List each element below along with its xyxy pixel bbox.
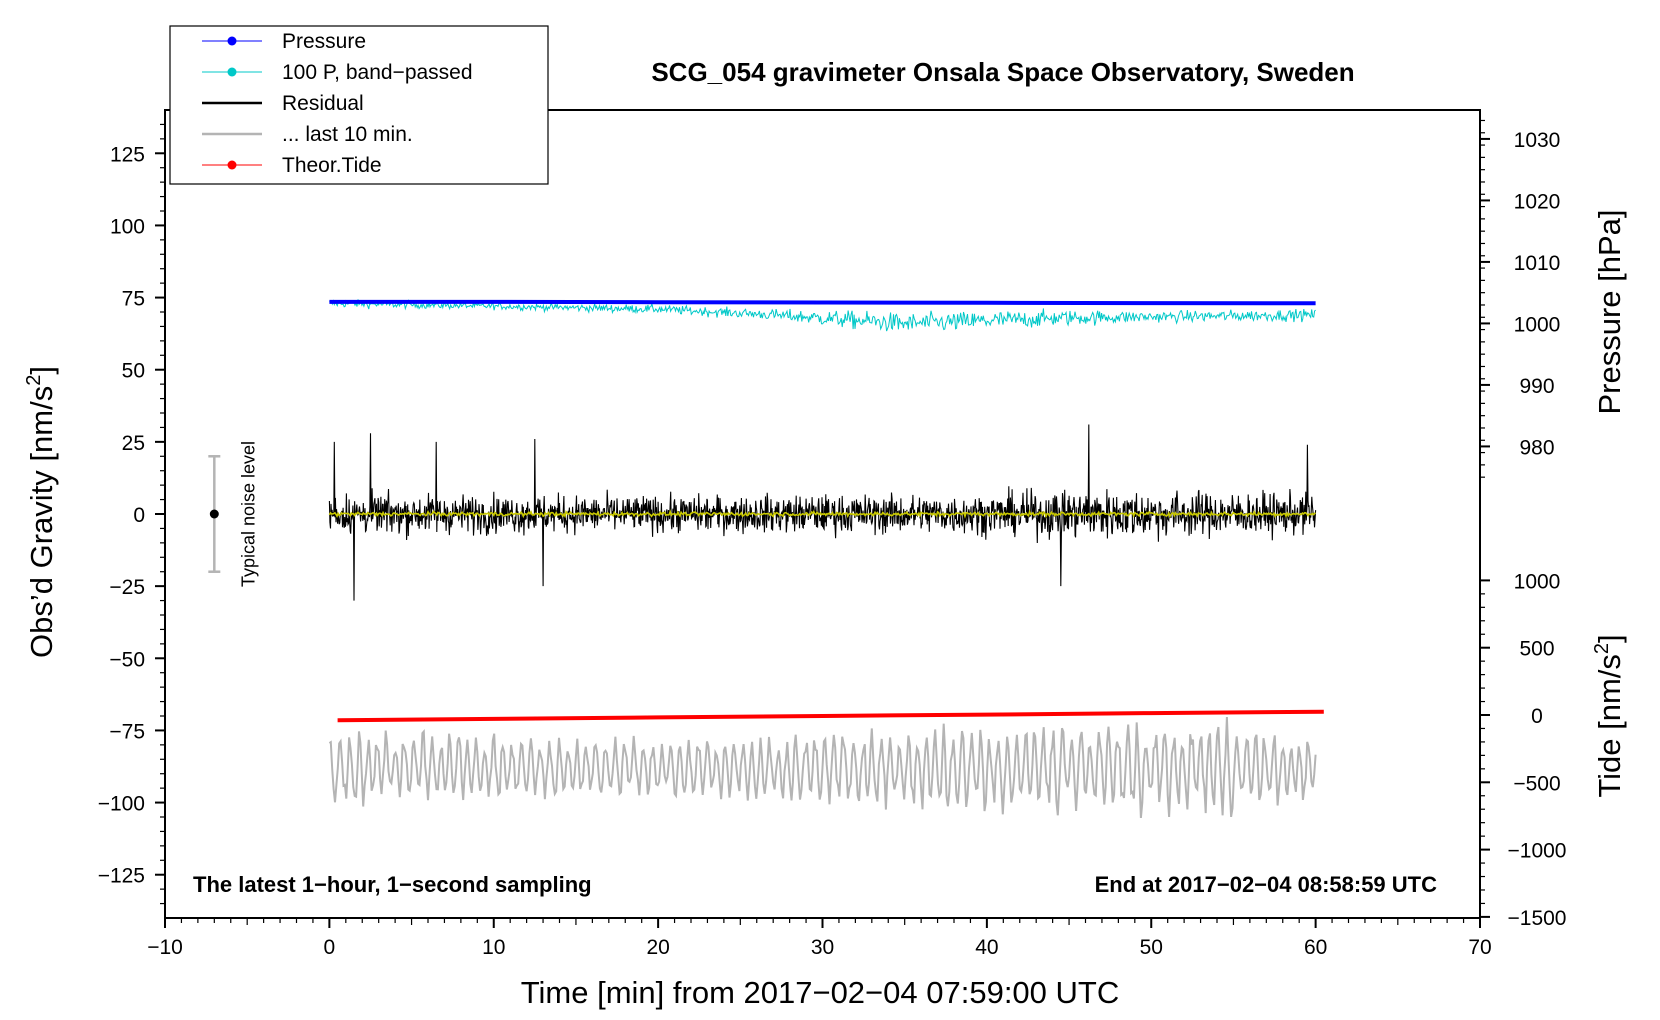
legend-residual-label: Residual (282, 92, 364, 115)
legend-pressure-label: Pressure (282, 30, 366, 53)
series-smoothed-residual (328, 509, 1316, 519)
pressure-tick-label: 980 (1519, 436, 1554, 459)
legend-pressure-marker (227, 36, 237, 46)
x-tick-label: 40 (975, 936, 998, 959)
tide-tick-label: 1000 (1514, 570, 1561, 593)
x-tick-label: 50 (1140, 936, 1163, 959)
legend-theor-tide-marker (227, 160, 237, 170)
legend: Pressure 100 P, band−passed Residual ... la… (169, 25, 549, 185)
pressure-tick-label: 1020 (1514, 190, 1561, 213)
x-tick-label: 70 (1468, 936, 1491, 959)
y-left-tick-label: −25 (109, 576, 145, 599)
x-tick-label: 20 (646, 936, 669, 959)
tide-tick-label: −500 (1513, 772, 1560, 795)
pressure-tick-label: 1010 (1514, 252, 1561, 275)
series-pressure (329, 299, 1316, 306)
legend-theor-tide-label: Theor.Tide (282, 154, 382, 177)
series-theor-tide (337, 709, 1324, 723)
y-axis-label-tide: Tide [nm/s2] (1591, 634, 1627, 797)
annotation-right: End at 2017−02−04 08:58:59 UTC (1095, 872, 1438, 897)
y-left-tick-label: 50 (122, 360, 145, 383)
y-left-tick-label: 25 (122, 432, 145, 455)
series-residual (328, 424, 1317, 601)
x-tick-label: 10 (482, 936, 505, 959)
noise-bar (208, 455, 221, 573)
chart-title: SCG_054 gravimeter Onsala Space Observat… (651, 57, 1354, 87)
y-left-tick-label: 0 (133, 504, 145, 527)
y-axis-label-left: Obs’d Gravity [nm/s2] (23, 366, 59, 658)
ticks-layer: −10 0 10 20 30 40 50 60 701251007550250−25−50−75… (98, 119, 1567, 959)
y-axis-label-pressure: Pressure [hPa] (1592, 209, 1627, 414)
x-tick-label: 0 (324, 936, 336, 959)
tide-tick-label: 500 (1519, 638, 1554, 661)
x-axis-label: Time [min] from 2017−02−04 07:59:00 UTC (521, 975, 1120, 1010)
legend-last-10-min-label: ... last 10 min. (282, 123, 413, 146)
legend-box (169, 25, 549, 185)
tide-tick-label: −1500 (1508, 907, 1567, 930)
y-left-tick-label: 125 (110, 143, 145, 166)
x-tick-label: 30 (811, 936, 834, 959)
y-left-tick-label: −100 (98, 793, 145, 816)
noise-label: Typical noise level (238, 441, 258, 587)
pressure-tick-label: 1000 (1514, 313, 1561, 336)
series-100-p-band-passed (329, 299, 1316, 332)
y-left-tick-label: −50 (109, 648, 145, 671)
y-left-tick-label: −75 (109, 720, 145, 743)
tide-tick-label: 0 (1531, 705, 1543, 728)
x-tick-label: 60 (1304, 936, 1327, 959)
series-last-10-min (328, 716, 1317, 818)
x-tick-label: −10 (147, 936, 183, 959)
y-left-tick-label: 75 (122, 288, 145, 311)
y-left-tick-label: 100 (110, 215, 145, 238)
legend-100-p-band-passed-label: 100 P, band−passed (282, 61, 473, 84)
series-layer (328, 299, 1324, 818)
tide-tick-label: −1000 (1508, 840, 1567, 863)
noise-bar-center-dot (209, 509, 219, 519)
legend-100-p-band-passed-marker (227, 67, 237, 77)
y-left-tick-label: −125 (98, 865, 145, 888)
pressure-tick-label: 1030 (1514, 129, 1561, 152)
pressure-tick-label: 990 (1519, 375, 1554, 398)
annotation-left: The latest 1−hour, 1−second sampling (193, 872, 592, 897)
